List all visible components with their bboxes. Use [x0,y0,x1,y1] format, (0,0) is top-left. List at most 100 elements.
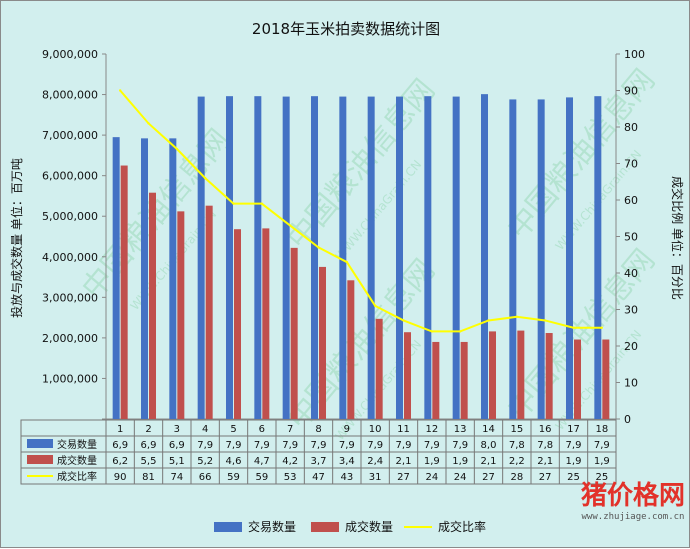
point-deal-ratio [402,319,405,322]
plot-area: 1,000,000 2,000,000 3,000,000 4,000,000 5,00… [42,48,645,426]
x-tick-label: 10 [369,424,382,435]
y-right-tick-label: 100 [624,48,645,61]
y-right-tick-label: 0 [624,413,631,426]
bar-deal-volume [489,331,496,419]
table-cell-value: 90 [114,472,127,483]
table-cell-value: 27 [482,472,495,483]
x-tick-label: 7 [287,424,293,435]
table-cell-value: 5,1 [169,456,185,467]
table-cell-value: 7,9 [282,440,298,451]
table-cell-value: 1,9 [452,456,468,467]
table-cell-value: 2,1 [537,456,553,467]
table-legend-swatch [27,455,53,464]
table-cell-value: 6,2 [112,456,128,467]
x-tick-label: 5 [230,424,236,435]
bar-deal-volume [319,266,326,419]
bar-deal-volume [602,339,610,419]
table-cell-value: 7,9 [594,440,610,451]
bar-deal-volume [205,205,213,419]
bar-trade-volume [594,96,602,419]
table-cell-value: 2,2 [509,456,525,467]
x-tick-label: 13 [454,424,467,435]
point-deal-ratio [572,326,575,329]
table-cell-value: 59 [255,472,268,483]
y-left-tick-label: 9,000,000 [42,48,98,61]
table-series-name: 交易数量 [57,438,97,451]
bar-deal-volume [545,333,553,419]
table-cell-value: 28 [510,472,523,483]
bar-trade-volume [339,96,347,419]
x-tick-label: 14 [482,424,495,435]
table-cell-value: 27 [539,472,552,483]
table-cell-value: 59 [227,472,240,483]
x-tick-label: 12 [425,424,438,435]
table-cell-value: 7,9 [396,440,412,451]
table-cell-value: 1,9 [594,456,610,467]
bar-trade-volume [197,96,205,419]
site-logo: 猪价格网 www.zhujiage.com.cn [581,480,685,522]
table-cell-value: 7,9 [339,440,355,451]
table-cell-value: 5,5 [141,456,157,467]
table-cell-value: 3,4 [339,456,355,467]
point-deal-ratio [232,202,235,205]
point-deal-ratio [118,89,122,92]
bar-trade-volume [254,96,262,419]
table-cell-value: 47 [312,472,325,483]
table-cell-value: 1,9 [424,456,440,467]
bar-deal-volume [574,339,581,419]
point-deal-ratio [317,246,320,249]
bar-trade-volume [424,96,432,419]
point-deal-ratio [515,315,519,318]
bar-trade-volume [112,137,120,419]
table-cell-value: 81 [142,472,155,483]
table-cell-value: 74 [170,472,183,483]
table-cell-value: 2,1 [396,456,412,467]
legend-label: 成交数量 [345,519,393,534]
logo-url: www.zhujiage.com.cn [582,512,685,522]
table-cell-value: 7,9 [424,440,440,451]
y-left-tick-label: 8,000,000 [42,89,98,102]
table-cell-value: 6,9 [141,440,157,451]
point-deal-ratio [430,330,434,333]
x-tick-label: 1 [117,424,123,435]
table-cell-value: 1,9 [566,456,582,467]
table-cell-value: 7,8 [509,440,525,451]
point-deal-ratio [260,202,264,205]
table-cell-value: 5,2 [197,456,213,467]
y-right-tick-label: 90 [624,85,638,98]
table-cell-value: 25 [567,472,580,483]
y-left-tick-label: 3,000,000 [42,291,98,304]
table-legend-swatch [27,439,53,448]
legend: 交易数量 成交数量 成交比率 [214,519,486,534]
x-tick-label: 11 [397,424,410,435]
table-cell-value: 7,9 [197,440,213,451]
x-tick-label: 18 [595,424,608,435]
table-cell-value: 7,9 [566,440,582,451]
bar-deal-volume [432,341,440,419]
x-tick-label: 16 [539,424,552,435]
chart-title: 2018年玉米拍卖数据统计图 [252,20,440,38]
x-tick-label: 8 [315,424,321,435]
y-left-tick-label: 1,000,000 [42,372,98,385]
line-deal-ratio [119,89,602,333]
bar-trade-volume [537,99,545,419]
y-right-tick-label: 10 [624,377,638,390]
bar-trade-volume [481,94,488,420]
y-axis-left-label: 投放与成交数量 单位：百万吨 [9,158,24,318]
y-left-tick-label: 5,000,000 [42,210,98,223]
bar-deal-volume [375,318,383,419]
bar-trade-volume [509,99,517,419]
table-cell-value: 7,9 [254,440,270,451]
x-tick-label: 9 [344,424,350,435]
point-deal-ratio [288,224,292,227]
table-cell-value: 24 [454,472,467,483]
bar-trade-volume [452,96,460,419]
bar-deal-volume [404,332,411,419]
point-deal-ratio [487,319,490,322]
bar-deal-volume [234,229,241,419]
table-cell-value: 2,1 [481,456,497,467]
bar-deal-volume [262,228,270,419]
